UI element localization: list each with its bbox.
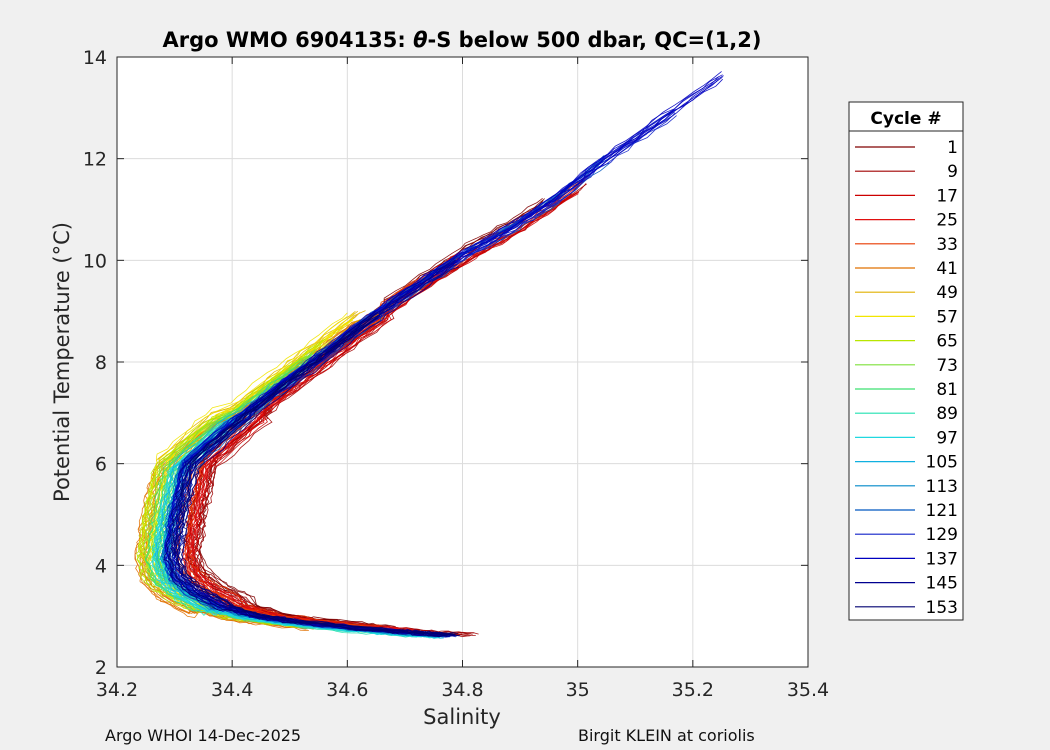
- legend-label-129: 129: [926, 525, 958, 545]
- x-axis-label: Salinity: [423, 705, 501, 729]
- profile-line-cycle-153: [181, 314, 460, 637]
- x-tick-label: 35.2: [672, 679, 714, 701]
- footer-left-credit: Argo WHOI 14-Dec-2025: [105, 726, 302, 745]
- profile-line-cycle-153: [167, 317, 447, 638]
- legend-label-113: 113: [926, 477, 958, 497]
- chart-title: Argo WMO 6904135: θ-S below 500 dbar, QC…: [162, 28, 761, 52]
- y-tick-label: 14: [83, 47, 107, 69]
- profile-line-cycle-57: [142, 316, 348, 624]
- legend-label-137: 137: [926, 549, 958, 569]
- x-tick-label: 34.6: [326, 679, 368, 701]
- profile-line-cycle-81: [144, 362, 373, 633]
- x-tick-label: 35.4: [787, 679, 829, 701]
- legend-label-41: 41: [936, 259, 958, 279]
- legend-label-65: 65: [936, 332, 958, 352]
- profile-line-cycle-153: [173, 315, 455, 636]
- y-tick-label: 10: [83, 250, 107, 272]
- legend-label-145: 145: [926, 574, 958, 594]
- legend-label-9: 9: [947, 162, 958, 182]
- y-tick-label: 12: [83, 149, 107, 171]
- y-tick-label: 6: [95, 454, 107, 476]
- legend-label-49: 49: [936, 283, 958, 303]
- legend-label-33: 33: [936, 235, 958, 255]
- legend-label-153: 153: [926, 598, 958, 618]
- y-axis-label: Potential Temperature (°C): [50, 222, 74, 502]
- footer-right-credit: Birgit KLEIN at coriolis: [578, 726, 755, 745]
- legend-label-73: 73: [936, 356, 958, 376]
- chart-title-prefix: Argo WMO 6904135:: [162, 28, 413, 52]
- x-tick-label: 34.2: [96, 679, 138, 701]
- chart-title-theta: θ: [413, 28, 427, 52]
- y-tick-label: 8: [95, 352, 107, 374]
- legend-label-81: 81: [936, 380, 958, 400]
- x-tick-label: 35: [566, 679, 590, 701]
- profile-series: [134, 71, 724, 639]
- legend-title: Cycle #: [870, 109, 941, 129]
- x-tick-label: 34.4: [211, 679, 253, 701]
- y-tick-label: 2: [95, 657, 107, 679]
- legend-label-1: 1: [947, 138, 958, 158]
- axis-ticks: 34.2 34.4 34.6 34.8 35 35.2 35.4 2 4 6 8 10 12 14: [83, 47, 829, 701]
- legend-label-89: 89: [936, 404, 958, 424]
- legend-label-121: 121: [926, 501, 958, 521]
- profile-line-cycle-97: [151, 379, 431, 639]
- legend-label-105: 105: [926, 453, 958, 473]
- legend-label-97: 97: [936, 428, 958, 448]
- legend-label-57: 57: [936, 307, 958, 327]
- y-tick-label: 4: [95, 555, 107, 577]
- x-tick-label: 34.8: [441, 679, 483, 701]
- grid-lines: [117, 57, 808, 667]
- legend-label-17: 17: [936, 186, 958, 206]
- legend-label-25: 25: [936, 211, 958, 231]
- chart-title-suffix: -S below 500 dbar, QC=(1,2): [428, 28, 762, 52]
- legend: Cycle # 1 9 17 25 33 41 49 57 65 73 81 89 97 105 113 12…: [848, 101, 964, 621]
